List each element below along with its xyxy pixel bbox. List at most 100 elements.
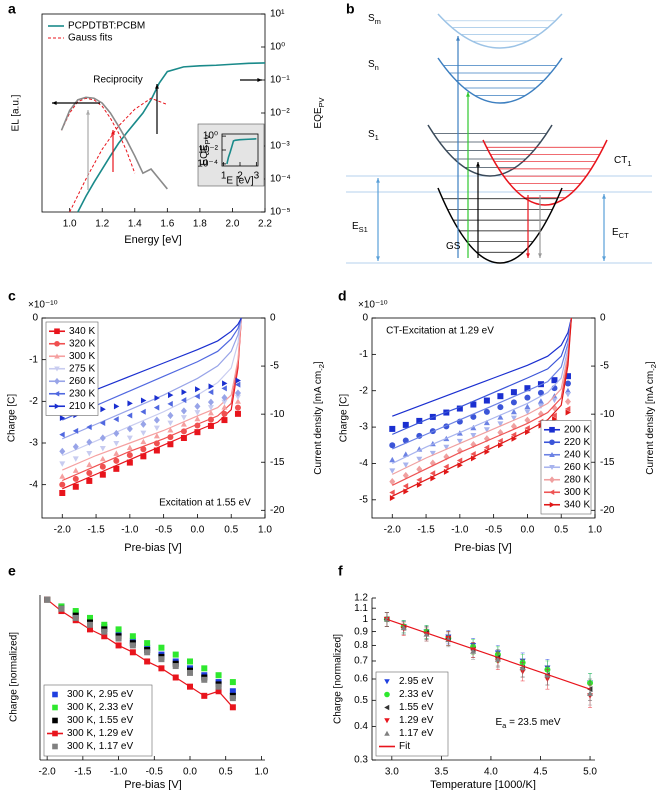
arrow-head (602, 194, 606, 199)
marker (389, 495, 396, 501)
y-tick-label: -5 (359, 494, 368, 505)
subscript: n (375, 63, 379, 72)
series-line (60, 96, 168, 190)
marker (113, 441, 120, 447)
y2-tick-label: 0 (600, 313, 606, 324)
legend-label: 320 K (69, 338, 95, 349)
x-tick-label: -2.0 (39, 767, 57, 778)
marker (229, 679, 236, 686)
x-tick-label: 1.0 (63, 219, 77, 230)
legend-marker (549, 489, 555, 496)
series-line (61, 97, 168, 213)
legend-label: 230 K (69, 388, 95, 399)
marker (429, 459, 436, 467)
marker (180, 415, 187, 421)
marker (402, 483, 409, 489)
marker (194, 415, 201, 422)
legend-label: 240 K (564, 449, 590, 460)
subscript: S1 (359, 225, 368, 234)
marker (470, 413, 477, 420)
panel-label: f (338, 563, 343, 579)
x-tick-label: 0.0 (190, 525, 204, 536)
marker (208, 383, 214, 390)
marker (59, 461, 66, 467)
marker (537, 389, 544, 396)
marker (113, 450, 120, 456)
x-axis-label: Pre-bias [V] (124, 542, 181, 554)
subscript: PV (317, 97, 326, 107)
legend-marker (54, 340, 60, 347)
arrow-head (466, 92, 470, 97)
y-tick-label: 0.3 (354, 755, 368, 766)
marker (551, 397, 558, 404)
y2-axis-label: EQEPV (313, 97, 327, 128)
marker (72, 456, 79, 462)
legend-label: 210 K (69, 401, 95, 412)
diagram-label: Sm (368, 13, 381, 27)
potential-curve (482, 139, 608, 206)
marker (113, 429, 120, 438)
y-tick-label: 1.2 (354, 593, 368, 604)
arrow-head (155, 84, 159, 89)
legend-label: 340 K (69, 326, 95, 337)
marker (153, 416, 160, 424)
x-tick-label: 2 (237, 171, 243, 182)
marker (400, 624, 407, 631)
x-tick-label: 4.5 (534, 767, 548, 778)
label-part: S (368, 59, 375, 70)
legend-label: 200 K (564, 424, 590, 435)
marker (423, 631, 430, 637)
potential-curve (427, 124, 553, 177)
legend-label: 1.55 eV (399, 702, 434, 713)
x-tick-label: -0.5 (155, 525, 173, 536)
marker (129, 642, 136, 649)
marker (456, 438, 463, 445)
series-line (392, 317, 572, 435)
y-tick-label: -3 (29, 438, 38, 449)
marker (180, 421, 187, 427)
marker (86, 451, 93, 457)
legend-label: 300 K, 2.95 eV (67, 689, 133, 700)
marker (195, 386, 201, 393)
marker (524, 409, 531, 415)
potential-curve (437, 57, 563, 104)
legend-label: PCPDTBT:PCBM (68, 21, 145, 32)
series-line (392, 317, 572, 464)
y-tick-label: -2 (359, 385, 368, 396)
x-tick-label: 5.0 (583, 767, 597, 778)
legend-marker (384, 691, 390, 698)
marker (456, 457, 463, 464)
panel-label: c (8, 288, 16, 304)
marker (470, 440, 477, 449)
marker (72, 427, 79, 434)
marker (430, 475, 436, 482)
y2-tick-label: 10¹ (270, 9, 285, 20)
annotation: Excitation at 1.55 eV (159, 498, 251, 509)
marker (201, 692, 208, 699)
y2-tick-label: -10 (600, 409, 615, 420)
legend-box (375, 671, 449, 757)
marker (194, 402, 201, 410)
marker (72, 475, 79, 482)
marker (416, 481, 423, 488)
marker (115, 626, 122, 633)
y-axis-label: EQEPV (199, 134, 213, 165)
marker (59, 447, 66, 455)
marker (194, 393, 200, 400)
marker (86, 477, 93, 484)
legend-box (540, 420, 592, 515)
marker (234, 381, 241, 388)
diagram-label: S1 (368, 129, 379, 143)
y2-tick-label: -5 (600, 361, 609, 372)
y2-tick-label: -5 (270, 361, 279, 372)
annotation: CT-Excitation at 1.29 eV (386, 326, 494, 337)
y2-tick-label: 10⁻² (270, 108, 290, 119)
marker (172, 663, 179, 670)
legend-marker (54, 390, 60, 397)
marker (443, 468, 450, 475)
marker (483, 427, 490, 433)
marker (497, 421, 504, 427)
marker (551, 377, 558, 384)
legend-label: 300 K (564, 487, 590, 498)
label-part: E (352, 221, 359, 232)
